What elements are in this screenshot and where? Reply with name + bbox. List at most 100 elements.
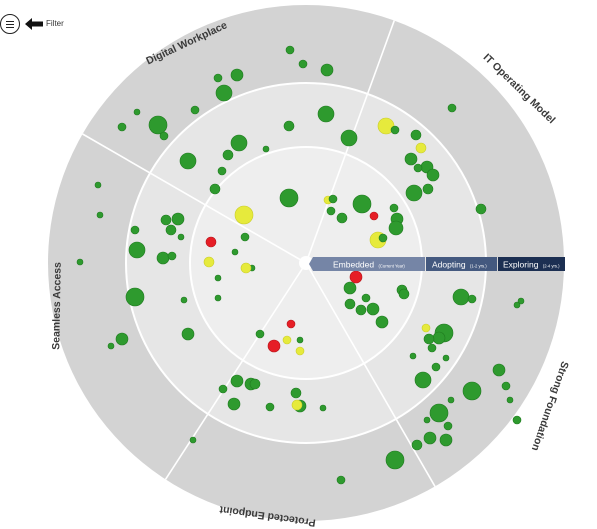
- technology-blip[interactable]: [265, 402, 275, 412]
- technology-blip[interactable]: [167, 251, 177, 261]
- technology-blip[interactable]: [447, 103, 457, 113]
- technology-blip[interactable]: [205, 236, 217, 248]
- technology-blip[interactable]: [222, 149, 234, 161]
- technology-blip[interactable]: [267, 339, 281, 353]
- technology-blip[interactable]: [156, 251, 170, 265]
- technology-blip[interactable]: [117, 122, 127, 132]
- technology-blip[interactable]: [286, 319, 296, 329]
- technology-blip[interactable]: [492, 363, 506, 377]
- technology-blip[interactable]: [404, 152, 418, 166]
- technology-blip[interactable]: [398, 288, 410, 300]
- technology-blip[interactable]: [431, 362, 441, 372]
- technology-blip[interactable]: [326, 206, 336, 216]
- technology-blip[interactable]: [336, 475, 346, 485]
- filter-label[interactable]: Filter: [46, 19, 64, 28]
- technology-blip[interactable]: [405, 184, 423, 202]
- technology-blip[interactable]: [352, 194, 372, 214]
- technology-blip[interactable]: [115, 332, 129, 346]
- technology-blip[interactable]: [262, 145, 270, 153]
- technology-blip[interactable]: [179, 152, 197, 170]
- technology-blip[interactable]: [414, 371, 432, 389]
- technology-blip[interactable]: [76, 258, 84, 266]
- technology-blip[interactable]: [423, 431, 437, 445]
- technology-blip[interactable]: [282, 335, 292, 345]
- technology-blip[interactable]: [447, 396, 455, 404]
- technology-blip[interactable]: [234, 205, 254, 225]
- technology-blip[interactable]: [159, 131, 169, 141]
- technology-blip[interactable]: [355, 304, 367, 316]
- technology-blip[interactable]: [389, 203, 399, 213]
- technology-blip[interactable]: [283, 120, 295, 132]
- technology-blip[interactable]: [467, 294, 477, 304]
- technology-blip[interactable]: [231, 248, 239, 256]
- technology-blip[interactable]: [429, 403, 449, 423]
- technology-blip[interactable]: [415, 142, 427, 154]
- technology-blip[interactable]: [340, 129, 358, 147]
- technology-blip[interactable]: [285, 45, 295, 55]
- technology-blip[interactable]: [230, 134, 248, 152]
- technology-blip[interactable]: [442, 354, 450, 362]
- technology-blip[interactable]: [296, 336, 304, 344]
- technology-blip[interactable]: [279, 188, 299, 208]
- technology-blip[interactable]: [217, 166, 227, 176]
- technology-blip[interactable]: [249, 378, 261, 390]
- technology-blip[interactable]: [180, 296, 188, 304]
- technology-blip[interactable]: [290, 387, 302, 399]
- technology-blip[interactable]: [506, 396, 514, 404]
- technology-blip[interactable]: [328, 194, 338, 204]
- technology-blip[interactable]: [165, 224, 177, 236]
- technology-blip[interactable]: [517, 297, 525, 305]
- technology-blip[interactable]: [317, 105, 335, 123]
- technology-blip[interactable]: [214, 294, 222, 302]
- technology-blip[interactable]: [160, 214, 172, 226]
- technology-blip[interactable]: [361, 293, 371, 303]
- technology-blip[interactable]: [133, 108, 141, 116]
- technology-blip[interactable]: [240, 262, 252, 274]
- technology-blip[interactable]: [409, 352, 417, 360]
- technology-blip[interactable]: [203, 256, 215, 268]
- technology-blip[interactable]: [385, 450, 405, 470]
- technology-blip[interactable]: [426, 168, 440, 182]
- technology-blip[interactable]: [148, 115, 168, 135]
- technology-blip[interactable]: [171, 212, 185, 226]
- technology-blip[interactable]: [94, 181, 102, 189]
- technology-blip[interactable]: [215, 84, 233, 102]
- technology-blip[interactable]: [427, 343, 437, 353]
- technology-blip[interactable]: [291, 399, 303, 411]
- technology-blip[interactable]: [501, 381, 511, 391]
- technology-blip[interactable]: [125, 287, 145, 307]
- technology-blip[interactable]: [390, 125, 400, 135]
- technology-blip[interactable]: [344, 298, 356, 310]
- technology-blip[interactable]: [227, 397, 241, 411]
- technology-blip[interactable]: [462, 381, 482, 401]
- technology-blip[interactable]: [209, 183, 221, 195]
- technology-blip[interactable]: [366, 302, 380, 316]
- technology-blip[interactable]: [422, 183, 434, 195]
- technology-blip[interactable]: [336, 212, 348, 224]
- technology-blip[interactable]: [130, 225, 140, 235]
- technology-blip[interactable]: [189, 436, 197, 444]
- technology-blip[interactable]: [177, 233, 185, 241]
- technology-blip[interactable]: [319, 404, 327, 412]
- technology-blip[interactable]: [128, 241, 146, 259]
- technology-blip[interactable]: [181, 327, 195, 341]
- technology-blip[interactable]: [432, 331, 446, 345]
- technology-blip[interactable]: [107, 342, 115, 350]
- technology-blip[interactable]: [443, 421, 453, 431]
- menu-button[interactable]: [0, 14, 20, 34]
- technology-blip[interactable]: [320, 63, 334, 77]
- technology-blip[interactable]: [423, 416, 431, 424]
- technology-blip[interactable]: [255, 329, 265, 339]
- technology-blip[interactable]: [410, 129, 422, 141]
- technology-blip[interactable]: [214, 274, 222, 282]
- technology-blip[interactable]: [452, 288, 470, 306]
- technology-blip[interactable]: [295, 346, 305, 356]
- technology-blip[interactable]: [369, 211, 379, 221]
- technology-blip[interactable]: [475, 203, 487, 215]
- technology-blip[interactable]: [388, 220, 404, 236]
- technology-blip[interactable]: [230, 68, 244, 82]
- technology-blip[interactable]: [423, 333, 435, 345]
- technology-blip[interactable]: [96, 211, 104, 219]
- technology-blip[interactable]: [413, 163, 423, 173]
- technology-blip[interactable]: [349, 270, 363, 284]
